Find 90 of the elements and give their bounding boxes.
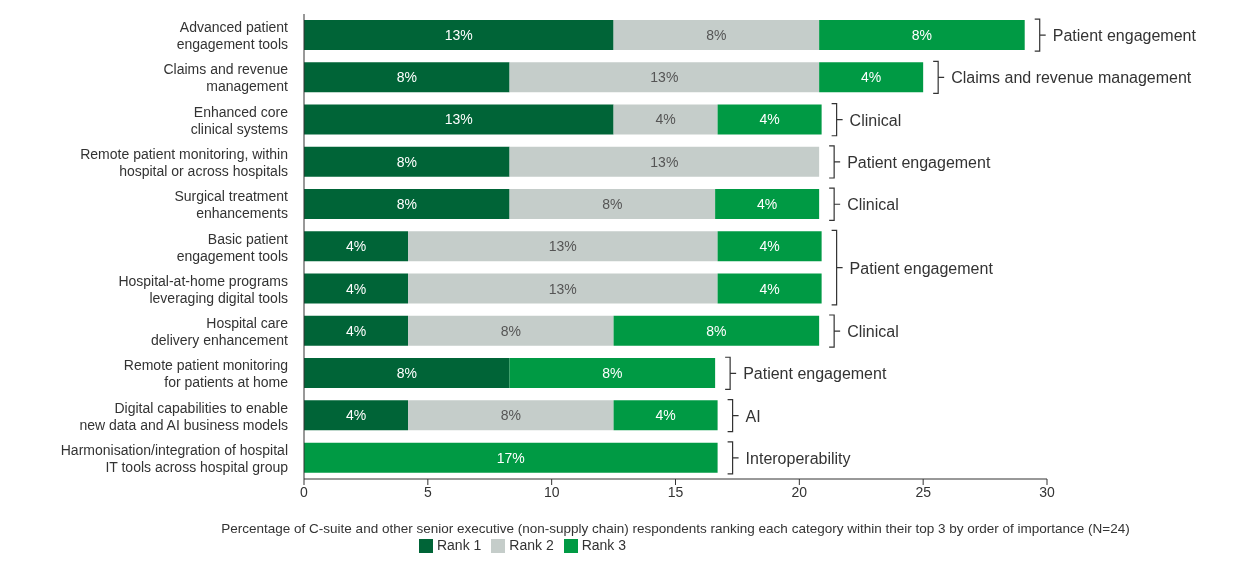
bar — [408, 273, 718, 304]
y-tick-label: Remote patient monitoring for patients at home — [123, 357, 289, 391]
data-label: 4% — [759, 111, 780, 128]
data-label: 4% — [757, 195, 778, 212]
annotation: AI — [745, 407, 761, 425]
data-label: 13% — [444, 111, 473, 128]
data-label: 8% — [706, 322, 727, 339]
bar — [304, 231, 409, 262]
data-label: 4% — [861, 69, 882, 86]
y-tick-label: Harmonisation/integration of hospital IT tools across hospital group — [60, 441, 289, 475]
bar — [717, 231, 822, 262]
legend-label: Rank 2 — [509, 537, 554, 553]
x-tick-label: 0 — [300, 483, 309, 500]
bar — [408, 400, 614, 431]
annotation: Patient engagement — [849, 259, 994, 277]
legend-label: Rank 3 — [581, 537, 627, 553]
data-label: 4% — [759, 280, 780, 297]
y-tick-label: Digital capabilities to enable new data and AI business models — [79, 399, 289, 433]
data-label: 13% — [548, 280, 577, 297]
data-label: 4% — [345, 238, 367, 255]
data-label: 17% — [496, 449, 525, 466]
x-tick-label: 15 — [667, 483, 684, 500]
bar — [304, 400, 409, 431]
y-tick-label: Enhanced core clinical systems — [190, 103, 289, 137]
y-tick-label: Hospital care delivery enhancement — [151, 315, 289, 349]
bar — [613, 400, 718, 431]
data-label: 8% — [500, 322, 521, 339]
bar — [304, 189, 510, 220]
annotation: Clinical — [847, 196, 899, 214]
annotation: Patient engagement — [847, 153, 991, 171]
data-label: 13% — [548, 238, 577, 255]
bar — [304, 315, 409, 346]
bar — [304, 273, 409, 304]
bar — [304, 442, 718, 473]
data-label: 8% — [396, 153, 417, 170]
data-label: 8% — [396, 195, 417, 212]
annotation: Clinical — [847, 323, 899, 341]
bar — [408, 231, 718, 262]
bar — [819, 19, 1025, 50]
bar — [613, 315, 820, 346]
data-label: 8% — [396, 365, 417, 382]
bar — [613, 19, 820, 50]
y-tick-label: Remote patient monitoring, within hospital or across hospitals — [80, 145, 288, 179]
y-tick-label: Surgical treatment enhancements — [174, 188, 289, 222]
data-label: 13% — [650, 153, 679, 170]
annotation: Interoperability — [745, 449, 851, 467]
bar — [819, 62, 924, 93]
data-label: 8% — [602, 365, 623, 382]
x-axis-title: Percentage of C-suite and other senior executive (non-supply chain) respondents ranking each category within their top 3 by order of importance (N=24) — [221, 521, 1130, 536]
bar — [715, 189, 820, 220]
y-tick-label: Advanced patient engagement tools — [176, 19, 289, 53]
annotation: Patient engagement — [743, 365, 887, 383]
data-label: 8% — [911, 26, 933, 43]
bar — [509, 189, 716, 220]
annotation: Patient engagement — [1052, 27, 1197, 45]
y-tick-label: Basic patient engagement tools — [176, 230, 289, 264]
data-label: 8% — [500, 407, 521, 424]
data-label: 4% — [655, 111, 676, 128]
annotation: Clinical — [849, 111, 902, 129]
y-tick-label: Hospital-at-home programs leveraging digital tools — [118, 272, 288, 306]
bar — [613, 104, 718, 135]
bar — [509, 358, 716, 389]
y-tick-label: Claims and revenue management — [163, 61, 289, 95]
x-tick-label: 30 — [1039, 483, 1055, 500]
data-label: 13% — [650, 69, 679, 86]
data-label: 4% — [345, 322, 367, 339]
bar — [304, 358, 510, 389]
annotation: Claims and revenue management — [951, 69, 1192, 87]
data-label: 8% — [396, 69, 417, 86]
x-tick-label: 5 — [423, 483, 432, 500]
data-label: 8% — [602, 195, 623, 212]
data-label: 4% — [655, 407, 676, 424]
bar — [304, 104, 614, 135]
data-label: 8% — [706, 26, 727, 43]
legend-label: Rank 1 — [436, 537, 482, 553]
bar — [304, 146, 510, 177]
bar — [304, 62, 510, 93]
x-tick-label: 20 — [791, 483, 808, 500]
bar — [717, 273, 822, 304]
data-label: 13% — [444, 26, 473, 43]
bar — [408, 315, 614, 346]
bar — [304, 19, 614, 50]
x-tick-label: 10 — [543, 483, 560, 500]
data-label: 4% — [759, 238, 780, 255]
bar — [717, 104, 822, 135]
x-tick-label: 25 — [915, 483, 932, 500]
data-label: 4% — [345, 280, 367, 297]
bar — [509, 62, 820, 93]
bar — [509, 146, 820, 177]
data-label: 4% — [345, 407, 367, 424]
